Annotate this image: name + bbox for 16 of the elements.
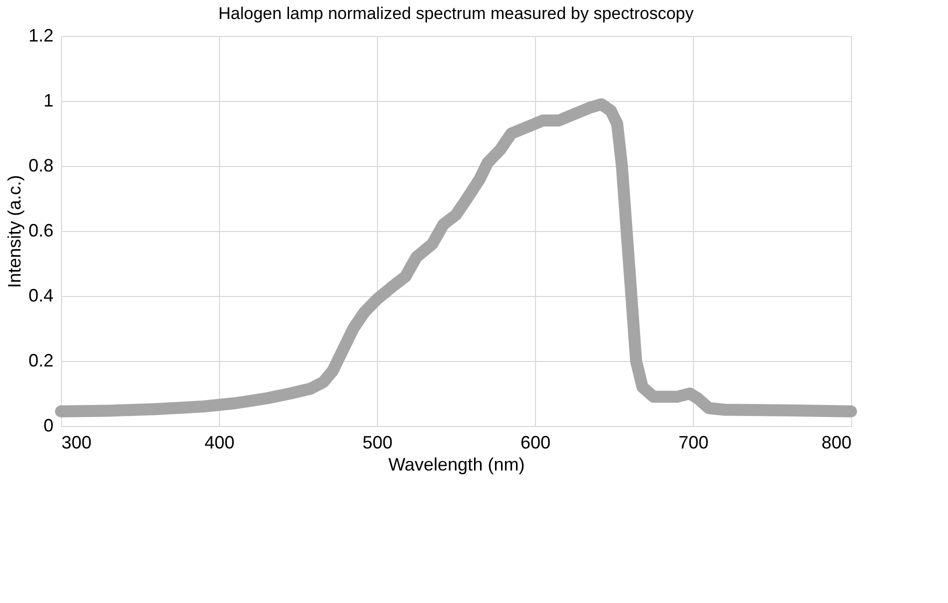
x-tick-label: 600 <box>520 432 551 452</box>
chart-title: Halogen lamp normalized spectrum measured by spectroscopy <box>218 4 694 23</box>
y-tick-label: 1.2 <box>28 26 54 46</box>
x-tick-label: 700 <box>678 432 709 452</box>
y-tick-label: 1 <box>43 90 54 110</box>
y-tick-label: 0.8 <box>28 156 54 176</box>
y-tick-label: 0 <box>43 416 54 436</box>
x-tick-label: 800 <box>821 432 852 452</box>
x-tick-label: 500 <box>362 432 393 452</box>
x-tick-label: 400 <box>204 432 235 452</box>
x-tick-label: 300 <box>62 432 92 452</box>
y-axis-title: Intensity (a.c.) <box>4 174 24 288</box>
x-axis-title: Wavelength (nm) <box>388 454 525 474</box>
y-tick-label: 0.6 <box>28 220 54 240</box>
y-tick-label: 0.2 <box>28 350 54 370</box>
y-tick-label: 0.4 <box>28 286 54 306</box>
